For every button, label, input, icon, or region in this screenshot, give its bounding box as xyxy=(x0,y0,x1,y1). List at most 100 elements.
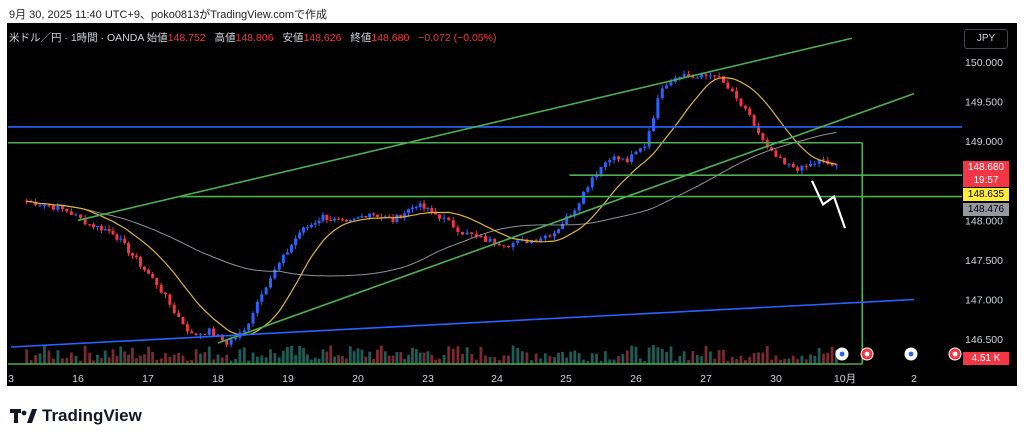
volume-bar xyxy=(757,352,760,364)
volume-bar xyxy=(612,359,616,364)
volume-bar xyxy=(534,353,538,364)
x-tick-label: 23 xyxy=(422,373,434,385)
volume-bar xyxy=(691,350,695,364)
volume-bar xyxy=(461,353,464,364)
volume-bar xyxy=(376,349,379,364)
volume-bar xyxy=(337,355,340,364)
candle-body xyxy=(682,74,686,77)
candle-body xyxy=(434,211,438,215)
close-label: 終値 xyxy=(350,32,372,44)
candle-body xyxy=(203,334,207,336)
volume-bar xyxy=(530,360,533,364)
last-price-tag: 148.680 19:57 xyxy=(963,161,1009,187)
volume-bar xyxy=(119,346,123,364)
candle-body xyxy=(691,76,695,78)
volume-bar xyxy=(356,348,360,364)
candle-body xyxy=(181,317,185,325)
volume-bar xyxy=(348,346,352,364)
candle-body xyxy=(379,216,383,218)
x-tick-label: 19 xyxy=(282,373,294,385)
candle-body xyxy=(99,225,103,231)
candle-body xyxy=(730,88,734,92)
volume-bar xyxy=(56,350,60,364)
volume-bar xyxy=(791,355,795,364)
candle-body xyxy=(47,204,51,206)
candle-body xyxy=(565,216,569,224)
volume-bar xyxy=(298,345,302,364)
volume-bar xyxy=(770,359,773,364)
volume-bar xyxy=(212,359,216,364)
volume-bar xyxy=(548,356,552,364)
candle-body xyxy=(817,159,821,164)
candle-body xyxy=(88,224,92,226)
brand-name: TradingView xyxy=(42,406,142,425)
volume-bar xyxy=(52,358,55,364)
volume-bar xyxy=(207,346,211,364)
volume-bar xyxy=(123,351,127,364)
candle-body xyxy=(177,313,181,318)
volume-bar xyxy=(181,355,185,364)
volume-bar xyxy=(360,349,364,364)
volume-bar xyxy=(470,353,474,364)
volume-bar xyxy=(787,358,791,364)
volume-bar xyxy=(774,355,778,364)
candle-body xyxy=(511,243,515,248)
volume-bar xyxy=(225,354,229,364)
candle-body xyxy=(395,214,399,222)
volume-bar xyxy=(488,357,492,364)
candle-body xyxy=(352,218,356,221)
volume-bar xyxy=(422,352,426,364)
volume-bar xyxy=(484,355,487,364)
candle-body xyxy=(461,232,464,235)
symbol-name: 米ドル／円 · 1時間 · OANDA xyxy=(9,32,144,44)
volume-bar xyxy=(539,358,543,364)
candle-body xyxy=(56,205,60,210)
volume-bar xyxy=(302,348,305,364)
volume-bar xyxy=(726,360,730,364)
volume-bar xyxy=(669,346,673,364)
candle-body xyxy=(372,213,376,215)
candle-body xyxy=(834,164,838,166)
volume-bar xyxy=(383,351,387,364)
candle-body xyxy=(234,337,237,340)
volume-bar xyxy=(368,351,372,364)
candle-body xyxy=(348,220,352,222)
volume-bar xyxy=(216,354,220,364)
candle-body xyxy=(277,262,281,270)
last-price-value: 148.680 xyxy=(967,162,1005,173)
volume-bar xyxy=(70,352,73,364)
candle-body xyxy=(470,232,474,235)
candle-body xyxy=(119,238,123,240)
volume-bar xyxy=(625,350,629,364)
candle-body xyxy=(621,158,625,160)
volume-bar xyxy=(411,347,414,364)
volume-bar xyxy=(341,355,344,364)
volume-bar xyxy=(730,357,734,364)
volume-bar xyxy=(399,351,403,364)
currency-button[interactable]: JPY xyxy=(964,29,1008,49)
volume-bar xyxy=(438,358,441,364)
volume-bar xyxy=(621,354,625,364)
candle-body xyxy=(410,207,414,210)
open-value: 148.752 xyxy=(167,32,206,44)
candle-body xyxy=(273,269,277,279)
candle-body xyxy=(647,131,651,147)
x-tick-label: 17 xyxy=(142,373,154,385)
ma-fast-line xyxy=(26,77,837,336)
volume-bar xyxy=(543,353,547,364)
candle-body xyxy=(95,225,99,228)
volume-bar xyxy=(164,353,167,364)
chart-panel[interactable] xyxy=(7,23,1017,386)
candle-body xyxy=(220,334,224,341)
candle-body xyxy=(553,233,556,237)
volume-bar xyxy=(647,347,651,364)
candle-body xyxy=(665,85,669,89)
level-gray-tag: 148.476 xyxy=(963,203,1009,216)
candle-body xyxy=(603,162,607,168)
volume-bar xyxy=(800,355,804,364)
candle-body xyxy=(247,323,251,331)
high-label: 高値 xyxy=(214,32,236,44)
y-tick-label: 149.500 xyxy=(965,97,1003,109)
volume-bar xyxy=(713,358,717,364)
